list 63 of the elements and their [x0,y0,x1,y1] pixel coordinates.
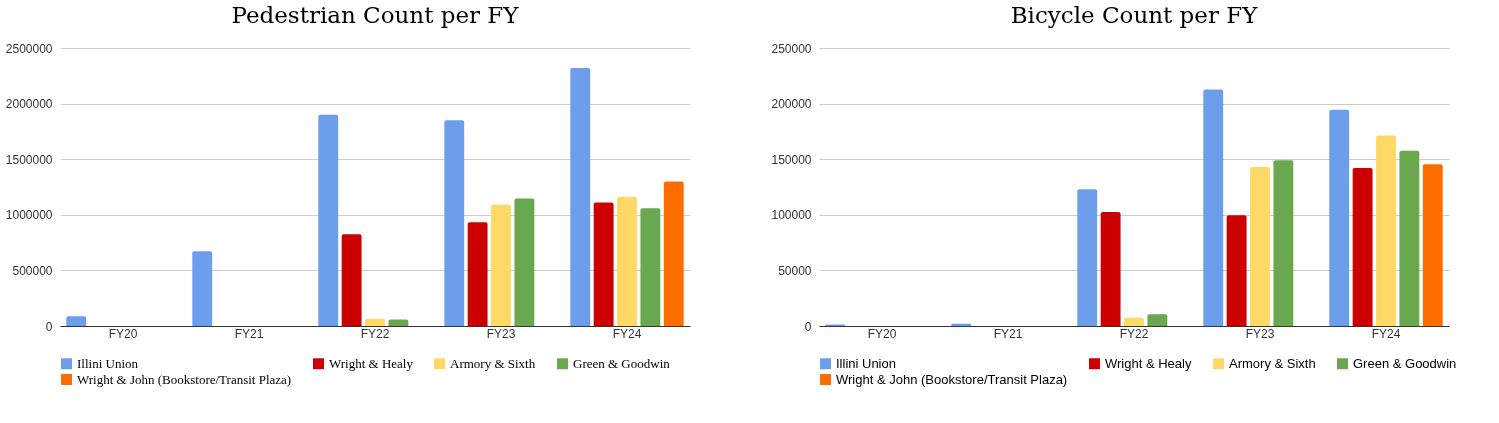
bar [617,196,637,326]
bar [467,222,488,326]
bar [951,323,972,326]
legend-label: Armory & Sixth [1229,355,1316,371]
y-tick-label: 200000 [771,97,812,112]
legend-label: Wright & John (Bookstore/Transit Plaza) [836,371,1068,387]
bar [640,208,661,326]
bar [663,181,684,326]
x-tick-label: FY21 [993,326,1023,341]
y-tick-label: 0 [804,319,812,334]
y-tick-label: 500000 [12,263,53,278]
x-tick-label: FY24 [1371,326,1401,341]
legend-label: Illini Union [836,355,896,371]
y-tick-label: 250000 [771,41,812,56]
bar [1352,168,1373,326]
bar [1147,314,1168,326]
x-tick-label: FY23 [1245,326,1275,341]
legend-label: Wright & Healy [329,355,414,371]
bar [66,316,87,326]
bar [1100,212,1121,326]
x-tick-label: FY22 [360,326,390,341]
x-tick-label: FY24 [612,326,642,341]
chart-title: Pedestrian Count per FY [231,2,520,28]
x-tick-label: FY20 [108,326,138,341]
x-tick-label: FY22 [1119,326,1149,341]
legend-label: Wright & Healy [1105,355,1192,371]
legend-label: Armory & Sixth [450,355,536,371]
y-tick-label: 50000 [778,263,812,278]
bar [365,318,385,326]
legend-label: Illini Union [77,355,139,371]
y-tick-label: 100000 [771,208,812,223]
y-tick-label: 0 [45,319,53,334]
bar [1329,109,1350,326]
bar [1226,215,1247,326]
bar [1399,150,1420,326]
x-tick-label: FY20 [867,326,897,341]
bar [491,204,511,326]
y-tick-label: 150000 [771,152,812,167]
y-tick-label: 1500000 [5,152,53,167]
legend-label: Wright & John (Bookstore/Transit Plaza) [77,371,292,387]
y-tick-label: 2500000 [5,41,53,56]
bar [318,114,339,326]
bar [1273,160,1294,326]
bar [341,234,362,326]
bar [444,120,465,326]
bar [388,319,409,326]
bar [1250,166,1270,326]
bar [1376,135,1396,326]
y-tick-label: 1000000 [5,208,53,223]
chart-title: Bicycle Count per FY [1010,2,1259,28]
x-tick-label: FY23 [486,326,516,341]
bar [1203,89,1224,326]
bar [192,251,213,326]
bar [593,202,614,326]
legend-label: Green & Goodwin [573,355,671,371]
bar [514,198,535,326]
bar [1124,317,1144,326]
bar [1077,189,1098,326]
y-tick-label: 2000000 [5,97,53,112]
x-tick-label: FY21 [234,326,264,341]
bar [1422,164,1443,326]
bar [570,68,591,326]
legend-label: Green & Goodwin [1353,355,1457,371]
